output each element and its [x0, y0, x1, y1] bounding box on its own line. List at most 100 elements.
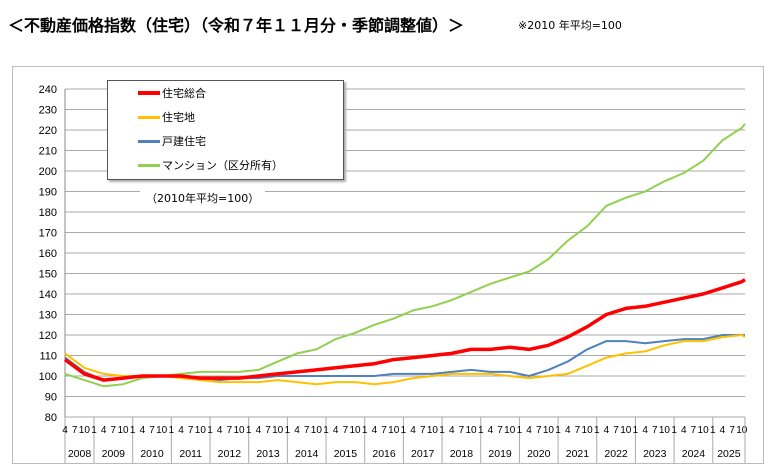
- y-tick-label: 100: [39, 371, 57, 383]
- year-label: 2013: [256, 448, 280, 460]
- month-tick-label: 7: [227, 425, 233, 436]
- year-label: 2015: [334, 448, 358, 460]
- legend-swatch: [138, 91, 160, 95]
- month-tick-label: 1: [285, 425, 291, 436]
- y-tick-label: 110: [39, 351, 57, 363]
- year-label: 2018: [450, 448, 474, 460]
- legend-item: 戸建住宅: [108, 129, 343, 153]
- month-tick-label: 7: [265, 425, 271, 436]
- month-tick-label: 1: [169, 425, 175, 436]
- legend-label: 住宅地: [162, 111, 195, 124]
- year-label: 2022: [604, 448, 628, 460]
- month-tick-label: 10: [195, 425, 207, 436]
- month-tick-label: 7: [111, 425, 117, 436]
- month-tick-label: 1: [439, 425, 445, 436]
- y-tick-label: 120: [39, 330, 57, 342]
- legend-item: 住宅総合: [108, 81, 343, 105]
- month-tick-label: 10: [466, 425, 478, 436]
- series-line-3: [64, 123, 746, 388]
- month-tick-label: 4: [217, 425, 223, 436]
- month-tick-label: 4: [449, 425, 455, 436]
- month-tick-label: 4: [294, 425, 300, 436]
- month-tick-label: 10: [698, 425, 710, 436]
- month-tick-label: 1: [91, 425, 97, 436]
- month-tick-label: 10: [117, 425, 129, 436]
- month-tick-label: 4: [256, 425, 262, 436]
- y-tick-label: 150: [39, 269, 57, 281]
- y-tick-label: 170: [39, 228, 57, 240]
- year-label: 2011: [179, 448, 202, 460]
- base-note: ※2010 年平均=100: [518, 19, 622, 32]
- month-tick-label: 7: [188, 425, 194, 436]
- month-tick-label: 7: [729, 425, 735, 436]
- legend-label: 住宅総合: [162, 87, 206, 100]
- month-tick-label: 4: [681, 425, 687, 436]
- y-tick-label: 80: [45, 412, 57, 424]
- y-tick-label: 220: [39, 125, 57, 137]
- month-tick-label: 1: [246, 425, 252, 436]
- month-tick-label: 10: [543, 425, 555, 436]
- y-tick-label: 180: [39, 207, 57, 219]
- year-label: 2012: [218, 448, 242, 460]
- month-tick-label: 4: [101, 425, 107, 436]
- month-tick-label: 1: [671, 425, 677, 436]
- year-label: 2008: [68, 448, 92, 460]
- month-tick-label: 7: [691, 425, 697, 436]
- month-tick-label: 7: [149, 425, 155, 436]
- month-tick-label: 4: [526, 425, 532, 436]
- month-tick-label: 4: [62, 425, 68, 436]
- legend: 住宅総合住宅地戸建住宅マンション（区分所有）: [107, 80, 344, 180]
- legend-item: マンション（区分所有）: [108, 153, 343, 177]
- year-label: 2014: [295, 448, 319, 460]
- y-tick-label: 240: [39, 84, 57, 96]
- y-tick-label: 190: [39, 187, 57, 199]
- unit-note: （2010年平均=100）: [140, 190, 266, 206]
- year-label: 2020: [527, 448, 551, 460]
- month-tick-label: 7: [72, 425, 78, 436]
- month-tick-label: 10: [736, 425, 748, 436]
- month-tick-label: 4: [642, 425, 648, 436]
- month-tick-label: 10: [504, 425, 516, 436]
- legend-label: 戸建住宅: [162, 135, 206, 148]
- y-tick-label: 210: [39, 146, 57, 158]
- y-tick-label: 90: [45, 392, 57, 404]
- month-tick-label: 7: [343, 425, 349, 436]
- year-label: 2016: [372, 448, 396, 460]
- year-label: 2025: [717, 448, 741, 460]
- month-tick-label: 7: [652, 425, 658, 436]
- month-tick-label: 10: [79, 425, 91, 436]
- month-tick-label: 4: [565, 425, 571, 436]
- month-tick-label: 10: [233, 425, 245, 436]
- legend-swatch: [138, 139, 160, 143]
- legend-item: 住宅地: [108, 105, 343, 129]
- year-label: 2023: [643, 448, 667, 460]
- month-tick-label: 1: [710, 425, 716, 436]
- month-tick-label: 10: [620, 425, 632, 436]
- month-tick-label: 1: [207, 425, 213, 436]
- series-line-0: [63, 278, 746, 382]
- month-tick-label: 1: [517, 425, 523, 436]
- y-tick-label: 160: [39, 248, 57, 260]
- year-label: 2010: [140, 448, 164, 460]
- month-tick-label: 1: [594, 425, 600, 436]
- month-tick-label: 1: [633, 425, 639, 436]
- month-tick-label: 4: [604, 425, 610, 436]
- month-tick-label: 4: [410, 425, 416, 436]
- month-tick-label: 1: [401, 425, 407, 436]
- month-tick-label: 4: [178, 425, 184, 436]
- legend-label: マンション（区分所有）: [162, 159, 283, 172]
- y-tick-label: 230: [39, 105, 57, 117]
- month-tick-label: 7: [497, 425, 503, 436]
- month-tick-label: 1: [478, 425, 484, 436]
- series-line-1: [64, 334, 746, 386]
- month-tick-label: 1: [323, 425, 329, 436]
- month-tick-label: 10: [427, 425, 439, 436]
- year-label: 2019: [488, 448, 512, 460]
- month-tick-label: 7: [420, 425, 426, 436]
- legend-swatch: [138, 163, 160, 167]
- y-tick-label: 200: [39, 166, 57, 178]
- month-tick-label: 10: [156, 425, 168, 436]
- month-tick-label: 7: [381, 425, 387, 436]
- y-tick-label: 140: [39, 289, 57, 301]
